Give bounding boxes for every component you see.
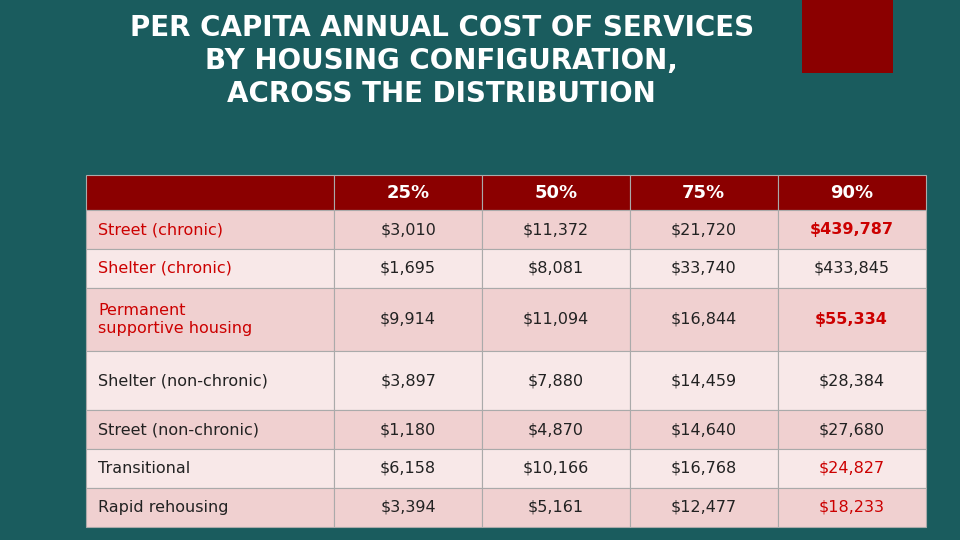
Bar <box>482 210 630 249</box>
Bar <box>778 210 925 249</box>
Text: Street (chronic): Street (chronic) <box>98 222 223 237</box>
Bar <box>334 210 482 249</box>
Text: $1,180: $1,180 <box>380 422 436 437</box>
Text: 90%: 90% <box>830 184 874 202</box>
Bar <box>778 288 925 351</box>
Text: $24,827: $24,827 <box>819 461 885 476</box>
Text: 50%: 50% <box>535 184 578 202</box>
Bar <box>778 449 925 488</box>
Text: $14,640: $14,640 <box>671 422 737 437</box>
Bar <box>86 210 334 249</box>
Text: Shelter (chronic): Shelter (chronic) <box>98 261 231 276</box>
Text: $433,845: $433,845 <box>814 261 890 276</box>
Text: $3,394: $3,394 <box>380 500 436 515</box>
Text: $14,459: $14,459 <box>671 373 737 388</box>
Bar <box>482 249 630 288</box>
Bar <box>334 351 482 410</box>
Bar <box>86 288 334 351</box>
Text: $9,914: $9,914 <box>380 312 436 327</box>
Text: $439,787: $439,787 <box>809 222 894 237</box>
Bar <box>630 488 778 526</box>
Bar <box>482 410 630 449</box>
Text: $1,695: $1,695 <box>380 261 436 276</box>
Text: $33,740: $33,740 <box>671 261 736 276</box>
Text: $5,161: $5,161 <box>528 500 584 515</box>
Text: $7,880: $7,880 <box>528 373 584 388</box>
Text: $3,010: $3,010 <box>380 222 436 237</box>
Bar <box>630 249 778 288</box>
Text: $21,720: $21,720 <box>671 222 737 237</box>
Bar <box>482 176 630 210</box>
Text: PER CAPITA ANNUAL COST OF SERVICES
BY HOUSING CONFIGURATION,
ACROSS THE DISTRIBU: PER CAPITA ANNUAL COST OF SERVICES BY HO… <box>130 14 754 109</box>
Bar <box>334 288 482 351</box>
Text: 75%: 75% <box>683 184 726 202</box>
Bar <box>482 449 630 488</box>
Text: $8,081: $8,081 <box>528 261 584 276</box>
Bar <box>86 449 334 488</box>
Text: $16,768: $16,768 <box>671 461 737 476</box>
Bar <box>482 351 630 410</box>
Text: $3,897: $3,897 <box>380 373 436 388</box>
Bar <box>630 449 778 488</box>
Text: 25%: 25% <box>387 184 430 202</box>
Bar <box>86 351 334 410</box>
Text: $28,384: $28,384 <box>819 373 885 388</box>
Text: Permanent
supportive housing: Permanent supportive housing <box>98 303 252 335</box>
Text: $11,372: $11,372 <box>523 222 589 237</box>
Bar <box>86 488 334 526</box>
Bar <box>630 288 778 351</box>
Bar <box>778 488 925 526</box>
Text: Rapid rehousing: Rapid rehousing <box>98 500 228 515</box>
Bar <box>630 176 778 210</box>
Bar <box>778 249 925 288</box>
Bar <box>778 176 925 210</box>
Bar <box>630 410 778 449</box>
Text: $18,233: $18,233 <box>819 500 885 515</box>
Text: $6,158: $6,158 <box>380 461 436 476</box>
Bar <box>778 410 925 449</box>
Bar <box>86 410 334 449</box>
Text: $55,334: $55,334 <box>815 312 888 327</box>
Bar <box>334 449 482 488</box>
Bar <box>482 488 630 526</box>
Text: Street (non-chronic): Street (non-chronic) <box>98 422 259 437</box>
Text: $4,870: $4,870 <box>528 422 584 437</box>
Text: Transitional: Transitional <box>98 461 190 476</box>
Bar <box>778 351 925 410</box>
Bar <box>334 176 482 210</box>
Bar <box>334 249 482 288</box>
Bar <box>334 488 482 526</box>
Bar <box>802 0 893 73</box>
Text: $10,166: $10,166 <box>523 461 589 476</box>
Bar <box>86 176 334 210</box>
Bar <box>86 249 334 288</box>
Text: $12,477: $12,477 <box>671 500 737 515</box>
Text: $27,680: $27,680 <box>819 422 885 437</box>
Bar <box>630 210 778 249</box>
Bar <box>482 288 630 351</box>
Text: $16,844: $16,844 <box>671 312 737 327</box>
Text: $11,094: $11,094 <box>523 312 589 327</box>
Text: Shelter (non-chronic): Shelter (non-chronic) <box>98 373 268 388</box>
Bar <box>630 351 778 410</box>
Bar <box>334 410 482 449</box>
